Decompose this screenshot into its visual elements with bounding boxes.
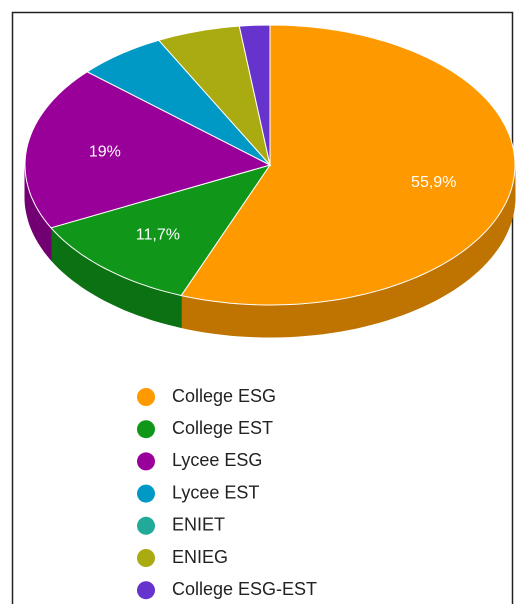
pie-slice	[157, 25, 271, 167]
pie-slice	[238, 24, 271, 166]
legend-label: Lycee EST	[172, 482, 259, 502]
legend-label: College ESG	[172, 386, 276, 406]
pie-slice	[50, 164, 272, 297]
pie-slice	[180, 24, 516, 306]
data-label: 19%	[89, 144, 121, 161]
pie-slice	[24, 71, 272, 229]
legend-swatch	[137, 420, 155, 439]
pie-slice	[86, 39, 271, 166]
legend-swatch	[137, 452, 155, 471]
legend-swatch	[137, 516, 155, 535]
legend-label: ENIEG	[172, 547, 228, 567]
data-label: 11,7%	[136, 227, 180, 244]
legend-swatch	[137, 484, 155, 503]
legend-label: College ESG-EST	[172, 579, 317, 599]
data-label: 55,9%	[411, 174, 456, 191]
legend-label: College EST	[172, 418, 273, 438]
legend-swatch	[137, 549, 155, 567]
legend-swatch	[137, 388, 155, 406]
legend-label: ENIET	[172, 515, 225, 535]
legend-label: Lycee ESG	[172, 450, 262, 470]
legend-swatch	[137, 581, 155, 600]
